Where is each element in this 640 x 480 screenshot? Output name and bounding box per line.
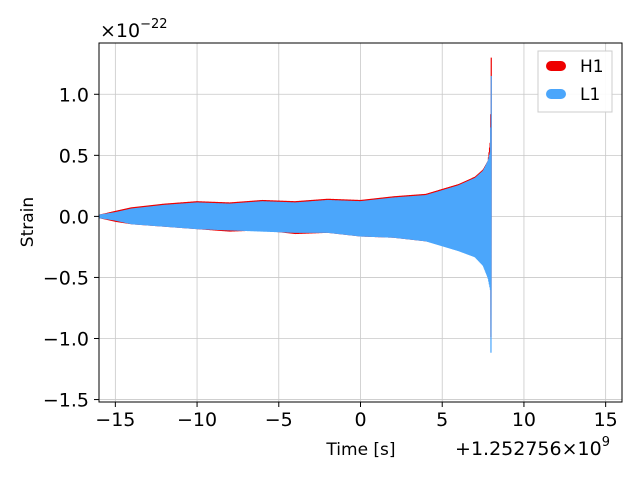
x-tick-label: −15 [95, 409, 135, 431]
y-tick-label: −0.5 [43, 267, 89, 289]
y-tick-label: 0.5 [59, 145, 89, 167]
traces [98, 57, 492, 353]
legend: H1 L1 [537, 50, 613, 113]
x-tick-label: 10 [512, 409, 536, 431]
x-tick-label: 15 [594, 409, 618, 431]
x-tick-label: 5 [436, 409, 448, 431]
legend-swatch-h1 [546, 61, 566, 71]
x-offset-label: +1.252756×109 [455, 435, 610, 460]
legend-label-h1: H1 [580, 57, 604, 77]
y-tick-label: 0.0 [59, 206, 89, 228]
x-axis-label: Time [s] [325, 440, 395, 460]
tick-labels: −15 −10 −5 0 5 10 15 −1.5 −1.0 −0.5 0.0 0.5 1.0 [43, 84, 618, 431]
y-tick-label: −1.0 [43, 329, 89, 351]
y-tick-label: 1.0 [59, 84, 89, 106]
y-axis-label: Strain [18, 197, 38, 247]
y-multiplier-label: ×10−22 [100, 17, 168, 42]
x-tick-label: −10 [177, 409, 217, 431]
y-tick-label: −1.5 [43, 390, 89, 412]
x-tick-label: −5 [265, 409, 293, 431]
x-tick-label: 0 [354, 409, 366, 431]
series-l1-trace [98, 75, 492, 353]
ticks [94, 93, 607, 407]
legend-swatch-l1 [546, 89, 566, 99]
legend-label-l1: L1 [580, 85, 600, 105]
